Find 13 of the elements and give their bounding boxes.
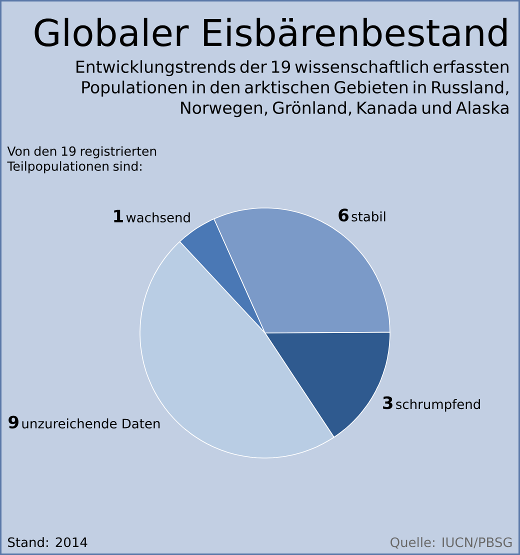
data-label: 1 bbox=[114, 210, 123, 222]
slice-label: wachsend bbox=[126, 212, 190, 222]
chart-subtitle: Entwicklungstrends der 19 wissenschaftlich erfassten Populationen in den arktischen Gebieten in Russland, Norwegen, Grönland, Kanada und Alaska bbox=[76, 60, 508, 118]
chart-title: Globaler Eisbärenbestand bbox=[34, 18, 506, 47]
data-label: 6 bbox=[338, 208, 349, 222]
data-label: 3 bbox=[383, 396, 392, 410]
slice-label: schrumpfend bbox=[396, 399, 480, 412]
slice-label: stabil bbox=[352, 211, 386, 222]
slice-label: unzureichende Daten bbox=[22, 418, 160, 428]
data-label: 9 bbox=[8, 416, 18, 429]
text: Von den 19 registrierten Teilpopulationen sind: bbox=[7, 146, 156, 174]
text: Stand: 2014 bbox=[8, 537, 88, 548]
source-note: Quelle: IUCN/PBSG bbox=[390, 537, 512, 549]
